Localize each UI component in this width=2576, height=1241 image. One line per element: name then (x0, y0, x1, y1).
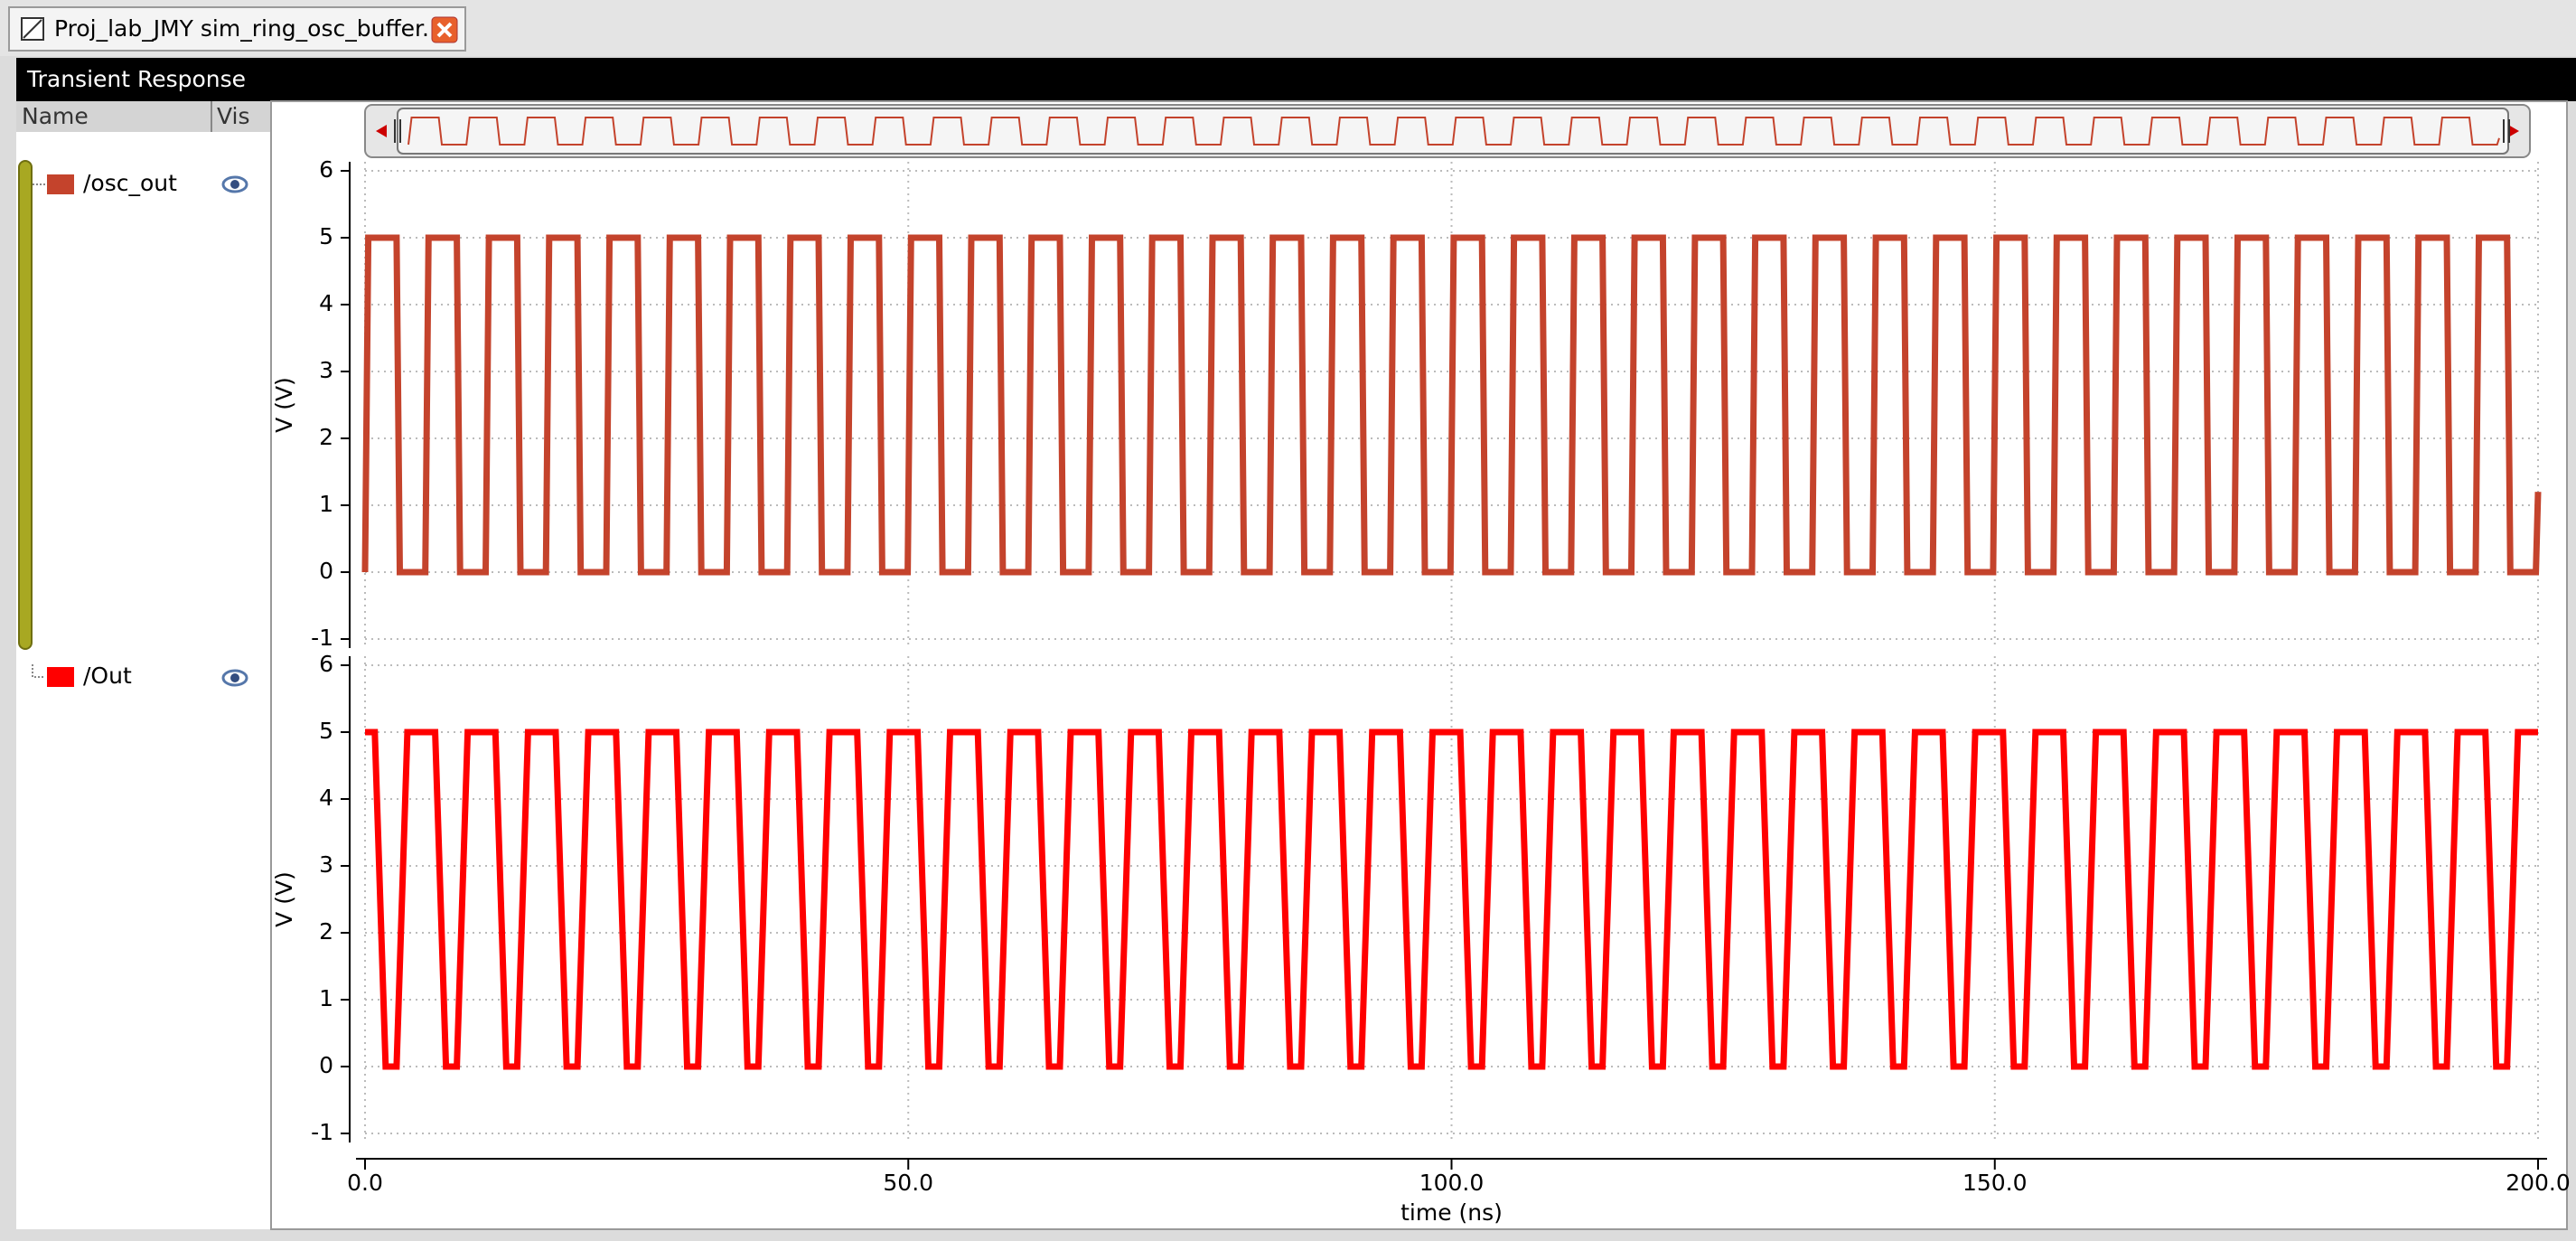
x-tick-label: 0.0 (347, 1170, 383, 1196)
y-tick-label: 6 (319, 651, 333, 677)
header-vis: Vis (217, 103, 250, 129)
y-tick-label: 4 (319, 290, 333, 316)
tab-close-x (436, 22, 453, 38)
x-tick-label: 200.0 (2506, 1170, 2571, 1196)
y-tick-label: 0 (319, 1052, 333, 1078)
y-tick-label: 4 (319, 785, 333, 811)
tree-line (32, 664, 45, 678)
tab[interactable] (8, 6, 466, 52)
y-tick-label: 0 (319, 558, 333, 584)
header-name: Name (22, 103, 89, 129)
y-tick-label: 5 (319, 718, 333, 744)
panel-header (16, 101, 271, 132)
y-axis-label: V (V) (271, 871, 297, 927)
x-tick-label: 50.0 (883, 1170, 933, 1196)
signal-panel (16, 101, 271, 1229)
x-axis-label: time (ns) (1400, 1199, 1503, 1226)
y-tick-label: 2 (319, 918, 333, 945)
waveform (361, 234, 2542, 576)
legend-label: /osc_out (83, 170, 177, 196)
tab-icon-stroke (23, 19, 42, 39)
overview-waveform (407, 117, 2500, 146)
y-tick-label: 5 (319, 223, 333, 249)
visibility-icon[interactable] (221, 669, 248, 687)
overview-window[interactable] (397, 108, 2509, 155)
window-title: Transient Response (26, 66, 246, 92)
legend-swatch (47, 667, 74, 687)
y-tick-label: 1 (319, 491, 333, 517)
legend-swatch (47, 174, 74, 194)
y-tick-label: -1 (311, 625, 333, 651)
y-tick-label: 3 (319, 851, 333, 878)
x-tick-label: 150.0 (1962, 1170, 2028, 1196)
tab-title: Proj_lab_JMY sim_ring_osc_buffer... (54, 15, 444, 42)
scroll-right[interactable] (2508, 125, 2519, 137)
scroll-left[interactable] (376, 125, 387, 137)
waveform (365, 729, 2538, 1070)
y-tick-label: -1 (311, 1119, 333, 1145)
y-tick-label: 3 (319, 357, 333, 383)
visibility-icon[interactable] (221, 175, 248, 193)
group-bar (18, 160, 33, 650)
y-axis-label: V (V) (271, 377, 297, 433)
title-bar (16, 58, 2576, 101)
y-tick-label: 6 (319, 156, 333, 183)
x-tick-label: 100.0 (1419, 1170, 1485, 1196)
overview-handles (394, 119, 2510, 143)
y-tick-label: 2 (319, 424, 333, 450)
y-tick-label: 1 (319, 985, 333, 1011)
legend-label: /Out (83, 663, 132, 689)
